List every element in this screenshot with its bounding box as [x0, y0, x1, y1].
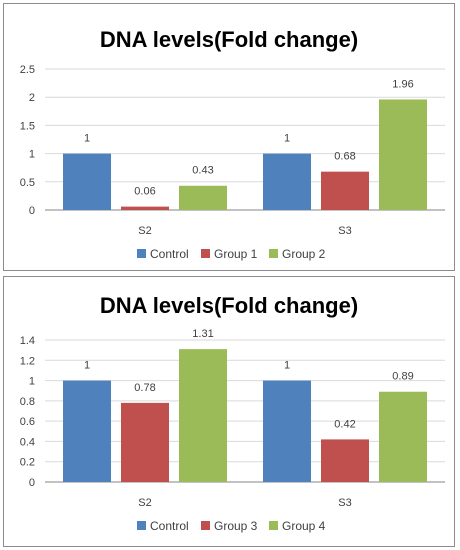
- chart-1-data-label: 1.96: [392, 78, 413, 90]
- chart-1-y-tick-label: 2.5: [20, 64, 35, 76]
- chart-2-data-label: 0.42: [334, 418, 355, 430]
- chart-panel-1: DNA levels(Fold change) 0 0.5 1 1.5 2 2.5 1 0.06…: [3, 3, 455, 271]
- chart-2-y-tick-label: 0.4: [20, 436, 35, 448]
- chart-1-bar-control-s2: [63, 153, 111, 210]
- chart-2-data-label: 1: [84, 360, 90, 372]
- chart-2-legend-swatch: [201, 521, 210, 530]
- chart-2-title: DNA levels(Fold change): [100, 293, 358, 318]
- chart-2-category-label: S2: [138, 497, 151, 509]
- chart-1-data-label: 0.43: [192, 165, 213, 177]
- chart-1-category-label: S2: [138, 225, 151, 237]
- chart-1-legend-label: Group 2: [282, 247, 326, 261]
- chart-2-y-tick-label: 1.4: [20, 335, 35, 347]
- chart-1-y-tick-label: 0: [29, 205, 35, 217]
- chart-1-data-label: 0.06: [134, 186, 155, 198]
- chart-2-bar-group-4-s3: [379, 391, 427, 482]
- chart-1-svg: DNA levels(Fold change) 0 0.5 1 1.5 2 2.5 1 0.06…: [20, 27, 445, 261]
- chart-2-legend-label: Control: [150, 519, 189, 533]
- chart-1-data-label: 1: [84, 133, 90, 145]
- chart-2-svg: DNA levels(Fold change) 0 0.2 0.4 0.6 0.8 1 1.2…: [20, 293, 445, 533]
- chart-2-category-label: S3: [338, 497, 351, 509]
- chart-1-legend-label: Group 1: [214, 247, 258, 261]
- chart-1-bar-group-1-s3: [321, 171, 369, 210]
- chart-1-y-tick-label: 1: [29, 149, 35, 161]
- chart-2-bar-control-s2: [63, 380, 111, 482]
- chart-2-bar-control-s3: [263, 380, 311, 482]
- chart-2-y-tick-label: 1: [29, 376, 35, 388]
- chart-1-y-tick-label: 0.5: [20, 177, 35, 189]
- chart-1-legend-swatch: [269, 249, 278, 258]
- chart-1-bar-group-2-s2: [179, 185, 227, 210]
- chart-1-data-label: 0.68: [334, 151, 355, 163]
- chart-panel-2: DNA levels(Fold change) 0 0.2 0.4 0.6 0.8 1 1.2…: [3, 276, 455, 547]
- chart-1-category-label: S3: [338, 225, 351, 237]
- chart-2-bar-group-3-s2: [121, 402, 169, 482]
- chart-1-bar-group-1-s2: [121, 206, 169, 210]
- chart-2-legend-swatch: [137, 521, 146, 530]
- chart-1-bar-control-s3: [263, 153, 311, 210]
- chart-2-data-label: 0.78: [134, 382, 155, 394]
- chart-1-bar-group-2-s3: [379, 99, 427, 210]
- chart-1-data-label: 1: [284, 133, 290, 145]
- chart-1-title: DNA levels(Fold change): [100, 27, 358, 52]
- chart-1-legend-swatch: [137, 249, 146, 258]
- chart-2-legend-swatch: [269, 521, 278, 530]
- chart-2-y-tick-label: 1.2: [20, 355, 35, 367]
- chart-2-data-label: 0.89: [392, 371, 413, 383]
- chart-2-data-label: 1.31: [192, 328, 213, 340]
- chart-2-y-tick-label: 0.8: [20, 396, 35, 408]
- chart-1-y-tick-label: 1.5: [20, 120, 35, 132]
- chart-2-legend-label: Group 3: [214, 519, 258, 533]
- chart-2-y-tick-label: 0.6: [20, 416, 35, 428]
- chart-2-bar-group-4-s2: [179, 349, 227, 482]
- chart-2-bar-group-3-s3: [321, 439, 369, 482]
- chart-1-y-tick-label: 2: [29, 92, 35, 104]
- chart-1-legend-label: Control: [150, 247, 189, 261]
- chart-2-legend-label: Group 4: [282, 519, 326, 533]
- chart-2-y-tick-label: 0: [29, 477, 35, 489]
- chart-2-data-label: 1: [284, 360, 290, 372]
- chart-2-y-tick-label: 0.2: [20, 457, 35, 469]
- chart-1-legend-swatch: [201, 249, 210, 258]
